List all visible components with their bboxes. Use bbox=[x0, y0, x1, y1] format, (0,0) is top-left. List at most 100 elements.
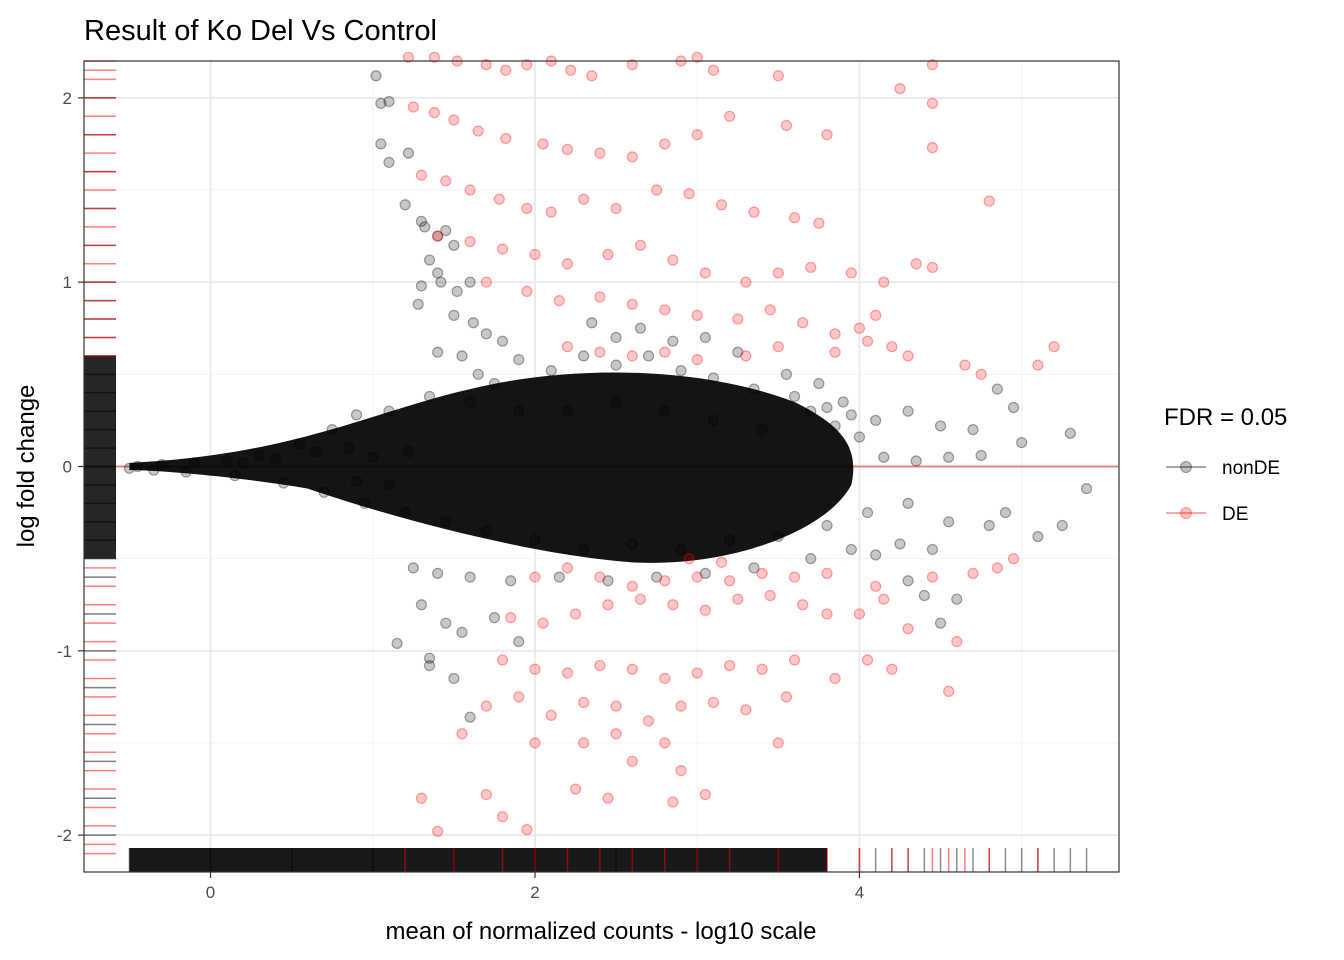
point-nonde bbox=[513, 405, 525, 417]
point-de bbox=[448, 114, 460, 126]
point-de bbox=[829, 328, 841, 340]
point-de bbox=[780, 119, 793, 132]
x-tick-label: 4 bbox=[855, 883, 864, 902]
point-de bbox=[529, 737, 541, 749]
point-de bbox=[1032, 359, 1044, 371]
point-nonde bbox=[448, 672, 460, 685]
point-de bbox=[910, 258, 922, 270]
point-de bbox=[797, 599, 809, 611]
point-de bbox=[432, 825, 444, 838]
point-de bbox=[610, 202, 622, 215]
point-nonde bbox=[610, 331, 622, 344]
y-tick-label: -1 bbox=[57, 642, 72, 661]
point-de bbox=[594, 346, 606, 358]
point-nonde bbox=[651, 571, 663, 583]
point-de bbox=[894, 83, 906, 95]
point-de bbox=[659, 737, 671, 749]
point-nonde bbox=[1032, 530, 1044, 543]
point-nonde bbox=[870, 549, 882, 561]
point-de bbox=[667, 796, 679, 808]
point-de bbox=[500, 132, 512, 145]
point-nonde bbox=[269, 453, 282, 465]
point-de bbox=[456, 728, 468, 740]
point-de bbox=[943, 685, 955, 697]
point-nonde bbox=[370, 70, 382, 82]
point-nonde bbox=[707, 414, 720, 427]
point-nonde bbox=[440, 516, 452, 528]
point-de bbox=[764, 304, 776, 316]
point-nonde bbox=[967, 424, 979, 436]
point-nonde bbox=[375, 138, 387, 150]
point-nonde bbox=[188, 457, 200, 469]
point-nonde bbox=[1080, 483, 1093, 495]
point-de bbox=[602, 248, 614, 261]
point-de bbox=[561, 667, 574, 679]
legend-entry-de: DE bbox=[1166, 504, 1248, 525]
point-nonde bbox=[578, 543, 590, 556]
point-nonde bbox=[350, 475, 363, 487]
point-nonde bbox=[561, 405, 574, 417]
point-de bbox=[634, 593, 647, 605]
point-de bbox=[691, 51, 703, 63]
point-nonde bbox=[861, 506, 874, 519]
point-nonde bbox=[610, 359, 622, 371]
point-nonde bbox=[634, 322, 647, 334]
legend: FDR = 0.05 nonDE DE bbox=[1164, 404, 1287, 525]
point-de bbox=[861, 654, 874, 666]
point-de bbox=[772, 70, 784, 82]
point-de bbox=[569, 608, 582, 620]
point-de bbox=[537, 138, 549, 150]
y-rug-dense-band bbox=[84, 355, 116, 559]
point-nonde bbox=[821, 519, 833, 532]
point-de bbox=[715, 556, 728, 568]
point-de bbox=[626, 151, 638, 163]
point-de bbox=[626, 298, 638, 310]
point-de bbox=[594, 571, 606, 583]
point-de bbox=[529, 663, 541, 675]
point-de bbox=[545, 709, 557, 721]
point-nonde bbox=[359, 497, 371, 509]
point-nonde bbox=[237, 457, 249, 469]
point-nonde bbox=[610, 396, 622, 408]
point-de bbox=[740, 350, 752, 362]
point-de bbox=[513, 691, 525, 703]
point-de bbox=[472, 125, 484, 137]
point-de bbox=[594, 659, 606, 672]
point-de bbox=[464, 184, 476, 196]
point-de bbox=[926, 571, 939, 583]
point-de bbox=[602, 599, 614, 611]
y-axis-title: log fold change bbox=[13, 385, 40, 548]
point-de bbox=[683, 188, 695, 200]
point-nonde bbox=[513, 353, 525, 366]
point-de bbox=[902, 623, 914, 635]
point-de bbox=[878, 276, 890, 288]
point-nonde bbox=[845, 543, 857, 556]
point-nonde bbox=[402, 147, 415, 159]
point-de bbox=[975, 368, 987, 380]
chart-title: Result of Ko Del Vs Control bbox=[84, 15, 437, 47]
point-de bbox=[626, 755, 638, 768]
point-de bbox=[967, 567, 979, 580]
point-de bbox=[578, 696, 590, 709]
y-tick-label: 1 bbox=[63, 273, 72, 292]
point-nonde bbox=[415, 599, 428, 611]
point-de bbox=[829, 672, 841, 685]
point-nonde bbox=[675, 543, 687, 556]
point-de bbox=[675, 700, 687, 712]
point-nonde bbox=[407, 562, 419, 574]
point-nonde bbox=[1056, 519, 1068, 532]
point-de bbox=[569, 783, 582, 795]
point-nonde bbox=[488, 612, 501, 624]
point-nonde bbox=[326, 424, 338, 436]
points-layer bbox=[123, 51, 1093, 838]
point-de bbox=[691, 309, 703, 321]
point-nonde bbox=[675, 365, 687, 377]
point-nonde bbox=[659, 405, 671, 417]
point-nonde bbox=[350, 409, 363, 421]
point-nonde bbox=[878, 451, 890, 463]
point-nonde bbox=[943, 516, 955, 528]
point-nonde bbox=[724, 534, 736, 546]
point-nonde bbox=[399, 199, 411, 211]
point-nonde bbox=[383, 156, 395, 168]
point-de bbox=[675, 765, 687, 777]
